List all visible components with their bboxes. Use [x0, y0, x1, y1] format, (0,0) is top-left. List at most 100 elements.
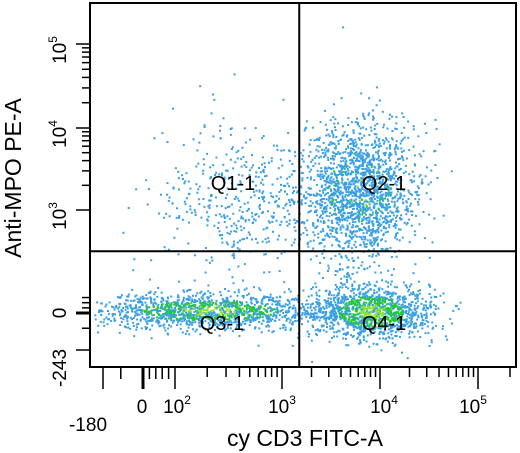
event-dot — [147, 312, 150, 315]
event-dot — [358, 166, 361, 169]
event-dot — [407, 311, 410, 314]
event-dot — [381, 238, 383, 241]
event-dot — [313, 194, 316, 197]
event-dot — [362, 232, 365, 235]
event-dot — [324, 317, 327, 320]
event-dot — [395, 187, 398, 190]
event-dot — [181, 320, 184, 323]
event-dot — [272, 211, 275, 214]
event-dot — [258, 321, 261, 323]
event-dot — [387, 194, 390, 197]
event-dot — [236, 227, 238, 230]
event-dot — [200, 325, 202, 328]
event-dot — [170, 303, 173, 306]
event-dot — [289, 290, 292, 293]
event-dot — [196, 306, 199, 309]
event-dot — [176, 301, 179, 304]
event-dot — [377, 157, 380, 159]
event-dot — [160, 296, 163, 299]
event-dot — [395, 304, 398, 307]
event-dot — [319, 220, 322, 223]
event-dot — [276, 306, 279, 309]
event-dot — [282, 326, 285, 329]
event-dot — [250, 187, 253, 190]
event-dot — [337, 140, 340, 143]
event-dot — [379, 191, 382, 194]
event-dot — [367, 222, 370, 224]
event-dot — [362, 235, 365, 238]
event-dot — [347, 344, 350, 347]
event-dot — [442, 325, 444, 328]
event-dot — [379, 298, 382, 301]
event-dot — [242, 156, 245, 158]
event-dot — [412, 292, 415, 295]
event-dot — [259, 171, 262, 174]
event-dot — [384, 315, 387, 318]
event-dot — [336, 335, 339, 338]
event-dot — [285, 311, 287, 314]
event-dot — [271, 183, 274, 186]
event-dot — [346, 271, 349, 274]
event-dot — [400, 331, 403, 334]
event-dot — [222, 324, 225, 327]
event-dot — [236, 241, 239, 244]
event-dot — [383, 220, 386, 223]
event-dot — [339, 138, 342, 141]
event-dot — [132, 317, 135, 320]
event-dot — [257, 215, 260, 218]
event-dot — [330, 257, 333, 260]
event-dot — [399, 217, 401, 219]
event-dot — [259, 289, 262, 292]
event-dot — [358, 304, 361, 307]
event-dot — [407, 198, 410, 200]
event-dot — [340, 156, 343, 159]
event-dot — [386, 203, 389, 206]
event-dot — [131, 307, 134, 310]
event-dot — [373, 302, 376, 305]
event-dot — [340, 256, 343, 259]
event-dot — [387, 178, 390, 181]
event-dot — [330, 172, 333, 175]
event-dot — [329, 167, 332, 170]
event-dot — [352, 230, 355, 233]
event-dot — [286, 224, 289, 227]
event-dot — [397, 158, 399, 161]
event-dot — [434, 308, 437, 310]
event-dot — [393, 319, 395, 322]
event-dot — [327, 297, 330, 300]
event-dot — [377, 150, 380, 153]
event-dot — [394, 147, 397, 150]
event-dot — [117, 307, 120, 310]
event-dot — [361, 171, 364, 174]
event-dot — [354, 234, 357, 237]
event-dot — [98, 309, 101, 312]
event-dot — [359, 244, 362, 247]
event-dot — [178, 215, 181, 218]
event-dot — [189, 310, 192, 313]
event-dot — [191, 316, 194, 319]
event-dot — [427, 321, 430, 324]
event-dot — [331, 200, 334, 203]
event-dot — [343, 318, 346, 320]
event-dot — [364, 327, 367, 330]
event-dot — [329, 325, 332, 328]
event-dot — [382, 178, 385, 181]
event-dot — [166, 305, 168, 308]
event-dot — [337, 182, 340, 185]
event-dot — [399, 192, 402, 195]
event-dot — [362, 330, 365, 333]
event-dot — [330, 204, 333, 206]
event-dot — [254, 319, 257, 321]
event-dot — [317, 220, 320, 223]
event-dot — [385, 222, 388, 225]
event-dot — [220, 309, 223, 312]
event-dot — [401, 198, 404, 201]
event-dot — [272, 230, 274, 233]
event-dot — [292, 200, 295, 203]
event-dot — [342, 165, 345, 168]
event-dot — [408, 306, 411, 309]
event-dot — [371, 294, 374, 297]
event-dot — [341, 215, 344, 218]
event-dot — [215, 156, 218, 159]
event-dot — [370, 329, 373, 332]
